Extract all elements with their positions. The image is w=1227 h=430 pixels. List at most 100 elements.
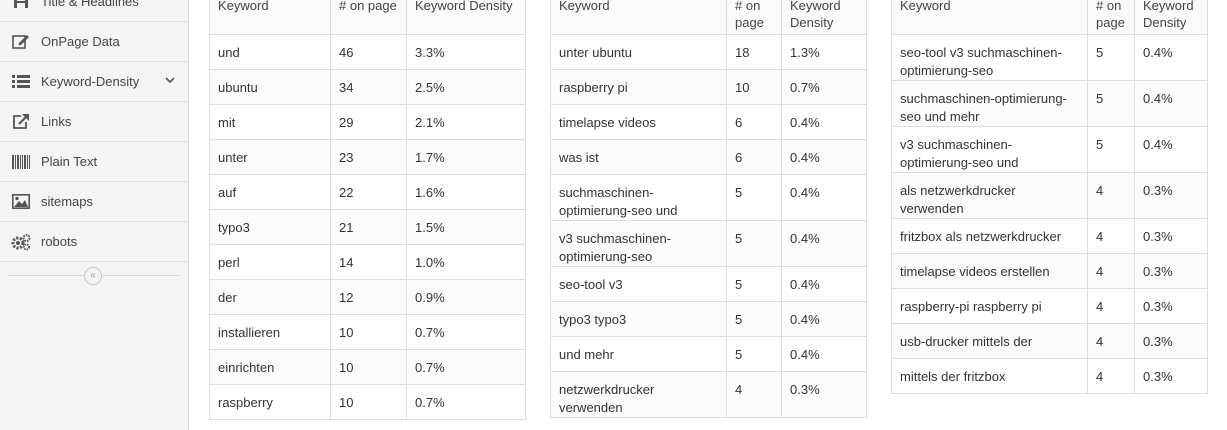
heading-icon <box>11 0 31 12</box>
density-cell: 0.4% <box>781 301 867 337</box>
sidebar-item-label: OnPage Data <box>41 34 120 49</box>
count-cell: 5 <box>1087 80 1135 127</box>
table-row: auf 22 1.6% <box>209 174 526 210</box>
header-keyword[interactable]: Keyword <box>550 0 727 35</box>
keyword-cell: installieren <box>209 314 331 350</box>
table-header-row: Keyword # on page Keyword Density <box>209 0 526 35</box>
density-cell: 2.5% <box>406 69 526 105</box>
density-cell: 0.7% <box>406 384 526 420</box>
density-cell: 2.1% <box>406 104 526 140</box>
count-cell: 4 <box>1087 253 1135 289</box>
count-cell: 4 <box>1087 172 1135 219</box>
keyword-cell: mittels der fritzbox <box>891 358 1088 394</box>
keyword-cell: seo-tool v3 <box>550 266 727 302</box>
keyword-cell: was ist <box>550 139 727 175</box>
table-row: der 12 0.9% <box>209 279 526 315</box>
header-density[interactable]: Keyword Density <box>406 0 526 35</box>
keyword-cell: der <box>209 279 331 315</box>
density-cell: 0.3% <box>1134 218 1208 254</box>
density-cell: 3.3% <box>406 34 526 70</box>
density-cell: 1.6% <box>406 174 526 210</box>
table-row: netzwerkdrucker verwenden 4 0.3% <box>550 371 867 418</box>
count-cell: 22 <box>330 174 407 210</box>
table-row: unter ubuntu 18 1.3% <box>550 34 867 70</box>
table-header-row: Keyword # on page Keyword Density <box>550 0 867 35</box>
sidebar-item-robots[interactable]: robots <box>0 222 188 262</box>
table-row: ubuntu 34 2.5% <box>209 69 526 105</box>
keyword-cell: timelapse videos <box>550 104 727 140</box>
header-on-page[interactable]: # on page <box>726 0 782 35</box>
sidebar-item-title-headlines[interactable]: Title & Headlines <box>0 0 188 22</box>
density-cell: 0.3% <box>1134 288 1208 324</box>
density-cell: 0.3% <box>1134 323 1208 359</box>
collapse-sidebar-button[interactable]: « <box>84 267 102 285</box>
count-cell: 21 <box>330 209 407 245</box>
density-cell: 0.4% <box>1134 34 1208 81</box>
sidebar-item-label: Links <box>41 114 72 129</box>
density-cell: 0.3% <box>1134 358 1208 394</box>
header-keyword[interactable]: Keyword <box>891 0 1088 35</box>
sidebar-item-links[interactable]: Links <box>0 102 188 142</box>
sidebar-item-label: sitemaps <box>41 194 94 209</box>
keyword-cell: v3 suchmaschinen-optimierung-seo <box>550 220 727 267</box>
count-cell: 4 <box>726 371 782 418</box>
keyword-cell: suchmaschinen-optimierung-seo und <box>550 174 727 221</box>
count-cell: 46 <box>330 34 407 70</box>
table-row: suchmaschinen-optimierung-seo und mehr 5 0… <box>891 80 1208 127</box>
header-density[interactable]: Keyword Density <box>781 0 867 35</box>
table-row: raspberry-pi raspberry pi 4 0.3% <box>891 288 1208 324</box>
keyword-cell: typo3 typo3 <box>550 301 727 337</box>
count-cell: 6 <box>726 139 782 175</box>
external-link-icon <box>11 112 31 132</box>
keyword-cell: fritzbox als netzwerkdrucker <box>891 218 1088 254</box>
sidebar-item-onpage-data[interactable]: OnPage Data <box>0 22 188 62</box>
count-cell: 18 <box>726 34 782 70</box>
edit-icon <box>11 32 31 52</box>
table-row: fritzbox als netzwerkdrucker 4 0.3% <box>891 218 1208 254</box>
header-on-page[interactable]: # on page <box>1087 0 1135 35</box>
table-row: als netzwerkdrucker verwenden 4 0.3% <box>891 172 1208 219</box>
table-row: und mehr 5 0.4% <box>550 336 867 372</box>
keyword-cell: perl <box>209 244 331 280</box>
keyword-cell: auf <box>209 174 331 210</box>
sidebar-item-sitemaps[interactable]: sitemaps <box>0 182 188 222</box>
table-row: installieren 10 0.7% <box>209 314 526 350</box>
table-row: raspberry 10 0.7% <box>209 384 526 420</box>
count-cell: 6 <box>726 104 782 140</box>
keyword-cell: v3 suchmaschinen-optimierung-seo und <box>891 126 1088 173</box>
header-keyword[interactable]: Keyword <box>209 0 331 35</box>
keyword-cell: einrichten <box>209 349 331 385</box>
density-cell: 0.4% <box>781 220 867 267</box>
density-cell: 0.7% <box>781 69 867 105</box>
keyword-cell: und <box>209 34 331 70</box>
count-cell: 12 <box>330 279 407 315</box>
table-row: typo3 21 1.5% <box>209 209 526 245</box>
density-cell: 0.9% <box>406 279 526 315</box>
density-cell: 1.5% <box>406 209 526 245</box>
density-cell: 0.7% <box>406 349 526 385</box>
table-row: mit 29 2.1% <box>209 104 526 140</box>
table-header-row: Keyword # on page Keyword Density <box>891 0 1208 35</box>
header-on-page[interactable]: # on page <box>330 0 407 35</box>
count-cell: 4 <box>1087 218 1135 254</box>
table-row: seo-tool v3 suchmaschinen-optimierung-se… <box>891 34 1208 81</box>
count-cell: 29 <box>330 104 407 140</box>
keyword-cell: seo-tool v3 suchmaschinen-optimierung-se… <box>891 34 1088 81</box>
count-cell: 23 <box>330 139 407 175</box>
table-row: seo-tool v3 5 0.4% <box>550 266 867 302</box>
header-density[interactable]: Keyword Density <box>1134 0 1208 35</box>
gears-icon <box>11 232 31 252</box>
table-row: perl 14 1.0% <box>209 244 526 280</box>
density-cell: 0.4% <box>781 266 867 302</box>
chevron-down-icon[interactable] <box>164 74 176 89</box>
sidebar-item-plain-text[interactable]: Plain Text <box>0 142 188 182</box>
keyword-table-3-triples: Keyword # on page Keyword Density seo-to… <box>891 0 1208 394</box>
table-row: timelapse videos erstellen 4 0.3% <box>891 253 1208 289</box>
density-cell: 0.4% <box>781 174 867 221</box>
table-row: usb-drucker mittels der 4 0.3% <box>891 323 1208 359</box>
count-cell: 4 <box>1087 323 1135 359</box>
sidebar-item-keyword-density[interactable]: Keyword-Density <box>0 62 188 102</box>
density-cell: 0.4% <box>781 336 867 372</box>
count-cell: 10 <box>330 349 407 385</box>
count-cell: 5 <box>1087 126 1135 173</box>
